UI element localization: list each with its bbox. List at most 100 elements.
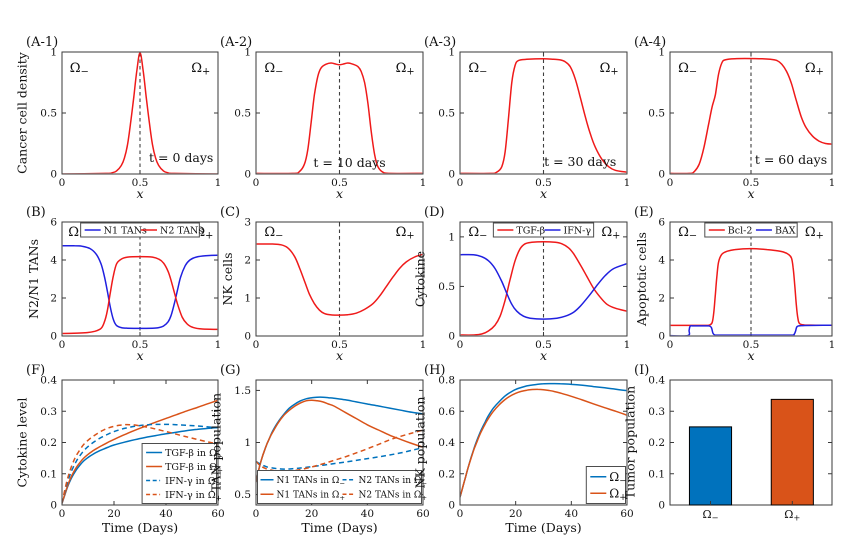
legend: Ω−Ω+ [585, 466, 627, 504]
panel-i: 0 0.1 0.2 0.3 0.4 Ω− Ω+ Tumor population (I) [623, 363, 833, 523]
x-tick-label: 40 [361, 508, 374, 520]
x-axis-label: Time (Days) [301, 520, 377, 535]
legend-item-label: TGF-β in Ω+ [165, 462, 223, 475]
series-bax [670, 324, 832, 336]
region-label-omega-plus: Ω+ [805, 225, 824, 242]
x-tick-label: 0 [457, 339, 464, 351]
panel-g: 0 20 40 60 0.5 1 1.5 N1 TANs in Ω− N1 TANs in Ω+… [209, 363, 430, 535]
panel-e: 0 0.5 1 0 2 4 6 Ω− Ω+ Bcl-2 BAX Apoptotic cells x (E) [634, 205, 835, 363]
y-axis-label: NK cells [220, 252, 235, 305]
legend-item-label: N1 TANs in Ω+ [277, 490, 346, 502]
panel-a2: 0 0.5 1 0 0.5 1 Ω− Ω+ t = 10 days x (A-2) [220, 35, 426, 201]
x-tick-label: 0 [457, 177, 464, 189]
legend-item-label: N2 TANs [160, 225, 203, 236]
series-tgf-beta-omega-plus [62, 399, 218, 504]
time-label: t = 60 days [755, 152, 827, 167]
x-tick-label: 0 [59, 508, 66, 520]
y-tick-label: 1 [448, 231, 455, 243]
y-tick-label: 2 [658, 293, 665, 305]
series-n2-tans-omega-plus [256, 429, 423, 473]
y-tick-label: 0.5 [438, 281, 455, 293]
legend-item-label: IFN-γ in Ω+ [165, 490, 222, 503]
x-tick-label: 0.5 [331, 339, 348, 351]
x-tick-label: 0.5 [743, 339, 760, 351]
y-tick-label: 6 [50, 217, 57, 229]
panel-label: (A-4) [634, 35, 666, 50]
panel-f: 0 20 40 60 0 0.1 0.2 0.3 0.4 TGF-β in Ω−TGF-β in … [15, 363, 225, 535]
x-axis-label: x [540, 186, 547, 201]
legend-item-label: TGF-β in Ω− [165, 448, 223, 461]
legend-box [80, 222, 200, 238]
y-axis-label: N2/N1 TANs [26, 239, 41, 319]
panel-label: (D) [424, 205, 445, 220]
y-tick-label: 0.5 [40, 108, 57, 120]
x-tick-label: 1 [215, 177, 222, 189]
region-label-omega-plus: Ω+ [396, 61, 415, 78]
bar-omega-plus [770, 398, 814, 506]
time-label: t = 10 days [313, 155, 385, 170]
y-tick-label: 0.8 [438, 375, 455, 387]
y-tick-label: 4 [658, 255, 665, 267]
x-axis-label: x [336, 186, 343, 201]
y-tick-label: 1 [244, 293, 251, 305]
x-tick-label: 60 [211, 508, 224, 520]
x-axis-label: x [540, 348, 547, 363]
region-label-omega-minus: Ω− [468, 225, 487, 242]
y-tick-label: 0 [448, 169, 455, 181]
panel-label: (H) [424, 363, 445, 378]
y-tick-label: 0.4 [648, 375, 665, 387]
x-tick-label: 40 [159, 508, 172, 520]
x-tick-label: 1 [829, 177, 836, 189]
y-tick-label: 1 [658, 47, 665, 59]
panel-label: (B) [26, 205, 46, 220]
x-tick-label: 1 [829, 339, 836, 351]
x-tick-label: 0.5 [331, 177, 348, 189]
x-tick-label: 20 [305, 508, 318, 520]
region-label-omega-minus: Ω− [264, 225, 283, 242]
x-tick-label: 0 [253, 177, 260, 189]
y-tick-label: 0.2 [40, 437, 57, 449]
series-n1-tans [62, 245, 218, 330]
series-nk-omega-plus [460, 388, 627, 498]
y-tick-label: 0.5 [438, 108, 455, 120]
series-tgf-beta-omega-minus [62, 426, 218, 504]
x-tick-label: 0 [667, 177, 674, 189]
x-tick-label: 0.5 [132, 177, 149, 189]
y-tick-label: 0.6 [438, 406, 455, 418]
panel-label: (A-3) [424, 35, 456, 50]
y-axis-label: Tumor population [623, 386, 638, 499]
x-tick-label: 20 [509, 508, 522, 520]
x-tick-label: 0 [253, 508, 260, 520]
y-tick-label: 1 [448, 47, 455, 59]
x-axis-label: Time (Days) [102, 520, 178, 535]
legend-item-label: Bcl-2 [728, 225, 753, 236]
legend-item-label: N2 TANs in Ω+ [359, 490, 428, 502]
y-tick-label: 0.3 [40, 406, 57, 418]
series-ifn-gamma-omega-minus [62, 423, 218, 504]
time-label: t = 30 days [544, 154, 616, 169]
y-axis-label: Apoptotic cells [634, 232, 649, 327]
bar-omega-minus [688, 426, 733, 506]
series-ifn-gamma-omega-plus [62, 423, 218, 504]
panel-label: (F) [26, 363, 45, 378]
y-tick-label: 0 [50, 331, 57, 343]
region-label-omega-minus: Ω− [678, 225, 697, 242]
panel-h: 0 20 40 60 0 0.2 0.4 0.6 0.8 Ω−Ω+ NK population Tim… [413, 363, 634, 535]
y-tick-label: 0 [658, 169, 665, 181]
y-tick-label: 0 [658, 500, 665, 512]
legend-box [492, 222, 595, 238]
region-label-omega-plus: Ω+ [191, 61, 210, 78]
panel-a3: 0 0.5 1 0 0.5 1 Ω− Ω+ t = 30 days x (A-3) [424, 35, 630, 201]
legend: TGF-β IFN-γ [492, 222, 595, 238]
region-label-omega-plus: Ω+ [600, 61, 619, 78]
y-tick-label: 0 [448, 331, 455, 343]
y-tick-label: 0.1 [40, 468, 57, 480]
region-label-omega-plus: Ω+ [396, 225, 415, 242]
time-label: t = 0 days [149, 150, 213, 165]
y-axis-label: Cancer cell density [15, 51, 30, 174]
x-tick-label: 0 [253, 339, 260, 351]
legend-box [704, 222, 798, 238]
legend-box [585, 466, 626, 504]
